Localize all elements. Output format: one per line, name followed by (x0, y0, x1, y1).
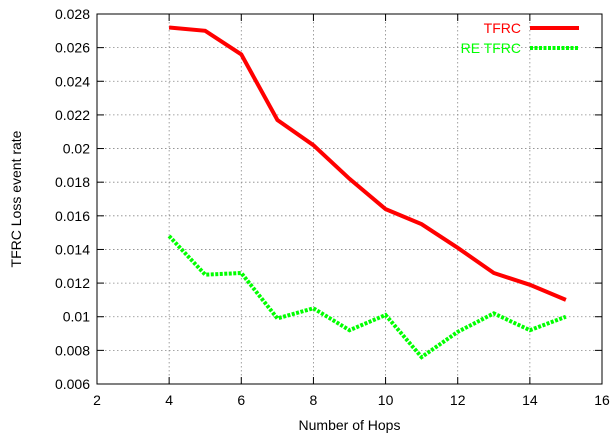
y-tick-label: 0.01 (63, 309, 90, 325)
y-tick-label: 0.026 (55, 40, 90, 56)
series-group (167, 25, 567, 360)
y-tick-label: 0.014 (55, 241, 90, 257)
grid (97, 14, 602, 384)
y-tick-label: 0.028 (55, 6, 90, 22)
x-tick-label: 14 (522, 392, 538, 408)
axis-ticks: 0.006 0.008 0.01 0.012 0.014 0.016 0.018 0.02 0.… (55, 6, 610, 408)
y-tick-label: 0.024 (55, 73, 90, 89)
x-tick-label: 10 (378, 392, 394, 408)
x-tick-label: 6 (237, 392, 245, 408)
x-tick-label: 8 (310, 392, 318, 408)
series-line-tfrc (168, 25, 567, 302)
y-tick-label: 0.008 (55, 342, 90, 358)
y-tick-label: 0.018 (55, 174, 90, 190)
plot-frame (96, 13, 603, 385)
y-tick-label: 0.02 (63, 141, 90, 157)
y-tick-label: 0.012 (55, 275, 90, 291)
legend-label: TFRC (484, 20, 521, 36)
x-axis-title: Number of Hops (299, 417, 401, 433)
legend-label: RE TFRC (461, 40, 521, 56)
x-tick-label: 12 (450, 392, 466, 408)
legend: TFRC RE TFRC (461, 20, 579, 56)
x-tick-label: 4 (165, 392, 173, 408)
x-tick-label: 16 (594, 392, 610, 408)
series-line-re-tfrc (167, 234, 567, 360)
x-tick-label: 2 (93, 392, 101, 408)
y-tick-label: 0.022 (55, 107, 90, 123)
y-axis-title: TFRC Loss event rate (8, 130, 24, 267)
y-tick-label: 0.006 (55, 376, 90, 392)
y-tick-label: 0.016 (55, 208, 90, 224)
